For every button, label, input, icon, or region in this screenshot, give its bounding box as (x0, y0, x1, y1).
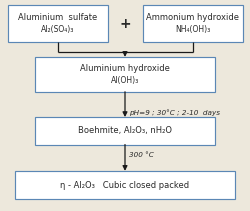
FancyBboxPatch shape (15, 171, 235, 199)
Text: 300 °C: 300 °C (129, 152, 154, 158)
Text: Aluminium  sulfate: Aluminium sulfate (18, 13, 97, 22)
Text: Boehmite, Al₂O₃, nH₂O: Boehmite, Al₂O₃, nH₂O (78, 126, 172, 135)
Text: Ammonium hydroxide: Ammonium hydroxide (146, 13, 239, 22)
FancyBboxPatch shape (35, 117, 215, 145)
FancyBboxPatch shape (35, 57, 215, 92)
Text: NH₄(OH)₃: NH₄(OH)₃ (175, 25, 210, 34)
FancyBboxPatch shape (8, 5, 108, 42)
Text: Aluminium hydroxide: Aluminium hydroxide (80, 64, 170, 73)
Text: η - Al₂O₃   Cubic closed packed: η - Al₂O₃ Cubic closed packed (60, 181, 190, 190)
Text: Al₂(SO₄)₃: Al₂(SO₄)₃ (41, 25, 74, 34)
Text: pH=9 ; 30°C ; 2-10  days: pH=9 ; 30°C ; 2-10 days (129, 110, 220, 116)
Text: Al(OH)₃: Al(OH)₃ (111, 76, 139, 85)
FancyBboxPatch shape (142, 5, 242, 42)
Text: +: + (119, 17, 131, 31)
